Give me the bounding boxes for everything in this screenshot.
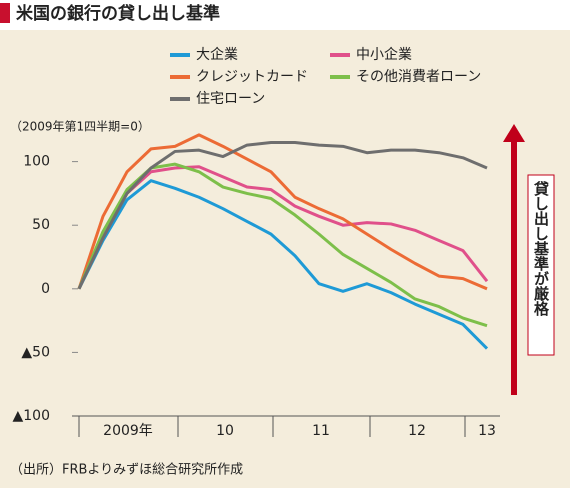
annotation-box	[527, 174, 555, 356]
legend-label: 中小企業	[356, 46, 412, 63]
title-marker	[0, 3, 10, 23]
y-tick-label: ▲50	[21, 344, 50, 360]
source: （出所）FRBよりみずほ総合研究所作成	[10, 463, 243, 478]
chart-title: 米国の銀行の貸し出し基準	[16, 3, 220, 24]
y-tick-label: 100	[23, 154, 50, 170]
x-tick-label: 2009年	[103, 423, 153, 439]
legend-label: 住宅ローン	[196, 91, 265, 107]
x-tick-label: 12	[408, 423, 426, 439]
x-tick-label: 11	[312, 423, 330, 439]
note: （2009年第1四半期=0）	[10, 120, 150, 134]
y-tick-label: 50	[32, 217, 50, 233]
annotation: 貸し出し基準が厳格	[532, 180, 550, 317]
x-tick-label: 10	[216, 423, 234, 439]
arrow-head	[503, 124, 525, 142]
y-tick-label: ▲100	[13, 408, 51, 424]
legend-label: その他消費者ローン	[356, 69, 481, 85]
legend-label: クレジットカード	[196, 69, 308, 85]
plot-background	[0, 30, 570, 488]
series-line	[77, 133, 488, 291]
y-tick-label: 0	[41, 281, 50, 297]
series-line	[77, 179, 489, 350]
legend-label: 大企業	[196, 46, 238, 63]
series-line	[77, 165, 489, 290]
series-line	[77, 141, 488, 290]
title-bar	[0, 0, 570, 28]
x-tick-label: 13	[478, 423, 496, 439]
